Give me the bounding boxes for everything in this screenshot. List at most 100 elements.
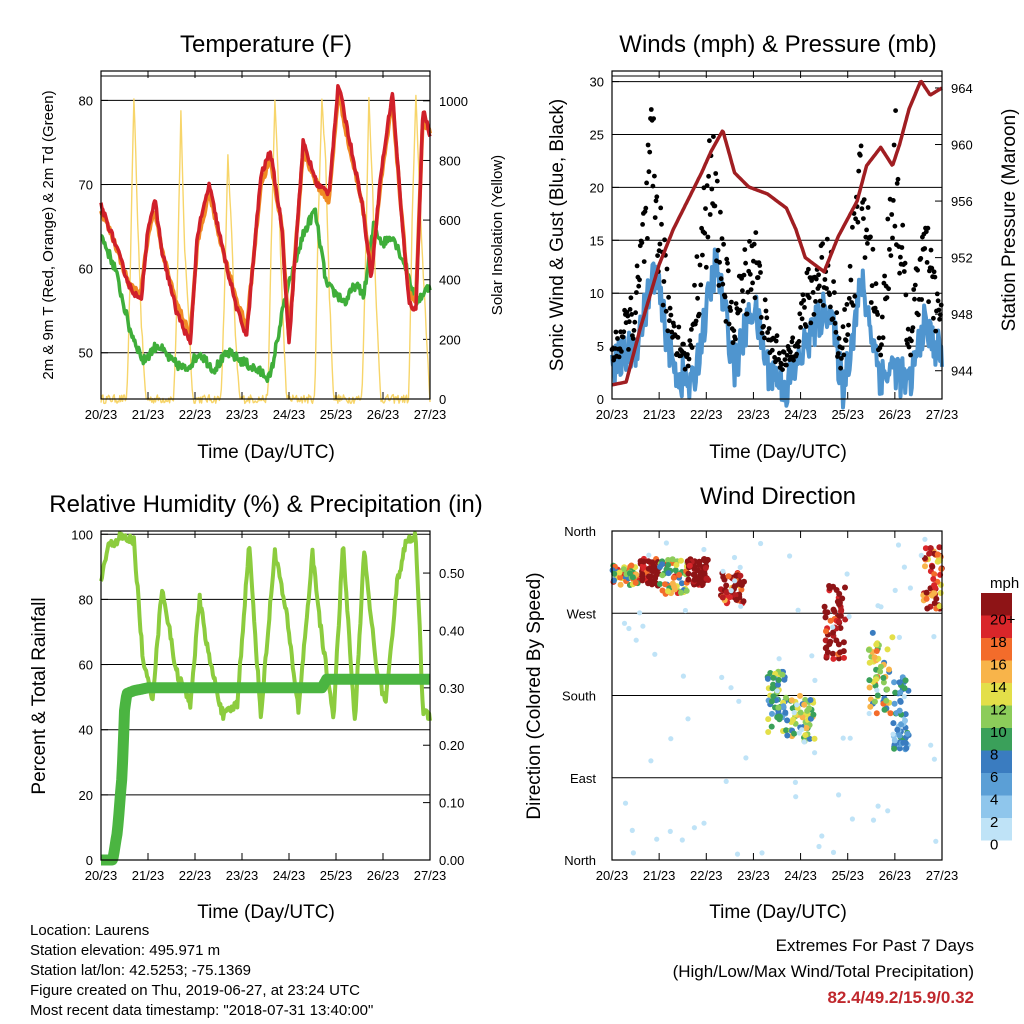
direction-points [609,536,945,857]
direction-point [769,685,776,692]
direction-point [812,677,818,684]
direction-point [621,620,628,626]
gust-point [666,294,671,300]
elevation-text: Station elevation: 495.971 m [30,942,221,959]
gust-point [762,335,767,341]
direction-point [626,625,632,632]
direction-point [891,679,898,686]
gust-point [750,280,755,286]
gust-point [936,307,942,313]
gust-point [895,176,901,182]
gust-point [797,311,803,317]
gust-point [803,324,809,329]
direction-point [682,607,689,614]
direction-point [629,827,635,834]
direction-point [890,720,897,727]
gust-point [901,269,907,274]
direction-point [811,735,818,742]
gust-point [751,241,757,247]
direction-point [824,609,831,616]
temperature-ylabel-right: Solar Insolation (Yellow) [489,155,506,315]
gust-point [892,223,898,229]
gust-point [625,313,631,319]
gust-points [609,107,944,372]
temp-frame [100,70,431,400]
gust-point [831,279,836,284]
gust-point [906,344,912,350]
gust-point [695,295,700,301]
gust-point [850,303,856,308]
winds-xtick-label: 24/23 [784,407,817,422]
gust-point [632,319,638,325]
dir-ytick-label: West [567,606,597,621]
gust-point [764,315,770,321]
direction-point [904,730,911,737]
direction-point [844,571,850,577]
direction-point [931,590,938,596]
direction-point [928,742,934,748]
gust-point [774,333,780,339]
direction-point [866,684,873,691]
direction-point [656,581,663,587]
gust-point [779,361,785,367]
direction-point [691,576,698,583]
gust-point [626,319,632,325]
gust-point [891,142,897,148]
direction-point [685,570,692,577]
direction-point [648,758,654,764]
direction-point [791,710,797,716]
gust-point [832,290,837,295]
extremes-box: Extremes For Past 7 Days (High/Low/Max W… [673,933,974,1011]
direction-point [841,654,847,661]
direction-point [737,572,744,579]
direction-point [690,571,697,578]
direction-point [931,756,938,762]
location-text: Location: Laurens [30,922,150,939]
direction-point [870,817,877,823]
direction-point [691,825,698,831]
gust-point [616,354,622,360]
gust-point [789,339,795,345]
temp-xtick-label: 25/23 [320,407,353,422]
direction-point [930,576,937,582]
direction-point [758,540,764,547]
direction-point [875,803,881,809]
created-text: Figure created on Thu, 2019-06-27, at 23… [30,982,360,999]
gust-point [886,286,891,292]
direction-point [685,716,691,722]
winds-frame [611,70,943,400]
gust-point [718,276,724,282]
gust-point [813,276,819,282]
direction-point [728,588,734,594]
direction-point [847,735,853,741]
gust-point [830,316,836,322]
direction-point [662,581,668,588]
gust-point [628,295,634,301]
gust-point [645,142,651,148]
gust-point [926,299,931,305]
direction-point [871,654,878,661]
winds-ytick-label: 30 [590,75,604,90]
direction-point [924,605,931,612]
direction-point [637,610,643,616]
winds-xtick-label: 25/23 [831,407,864,422]
gust-point [745,289,751,295]
direction-point [918,552,924,559]
dir-xtick-label: 23/23 [737,868,770,883]
direction-point [880,679,887,686]
gust-point [931,269,937,275]
direction-point [880,674,887,681]
direction-point [779,671,786,678]
direction-point [659,561,666,568]
gust-point [687,338,693,343]
rh-xtick-label: 26/23 [367,868,400,883]
winds-xtick-label: 23/23 [737,407,770,422]
temp-ytick-right-label: 400 [439,273,461,288]
gust-point [712,203,718,209]
gust-point [643,205,649,211]
direction-point [895,731,902,738]
gust-point [659,221,664,227]
gust-point [824,236,830,242]
direction-point [678,580,685,587]
gust-point [861,197,867,203]
